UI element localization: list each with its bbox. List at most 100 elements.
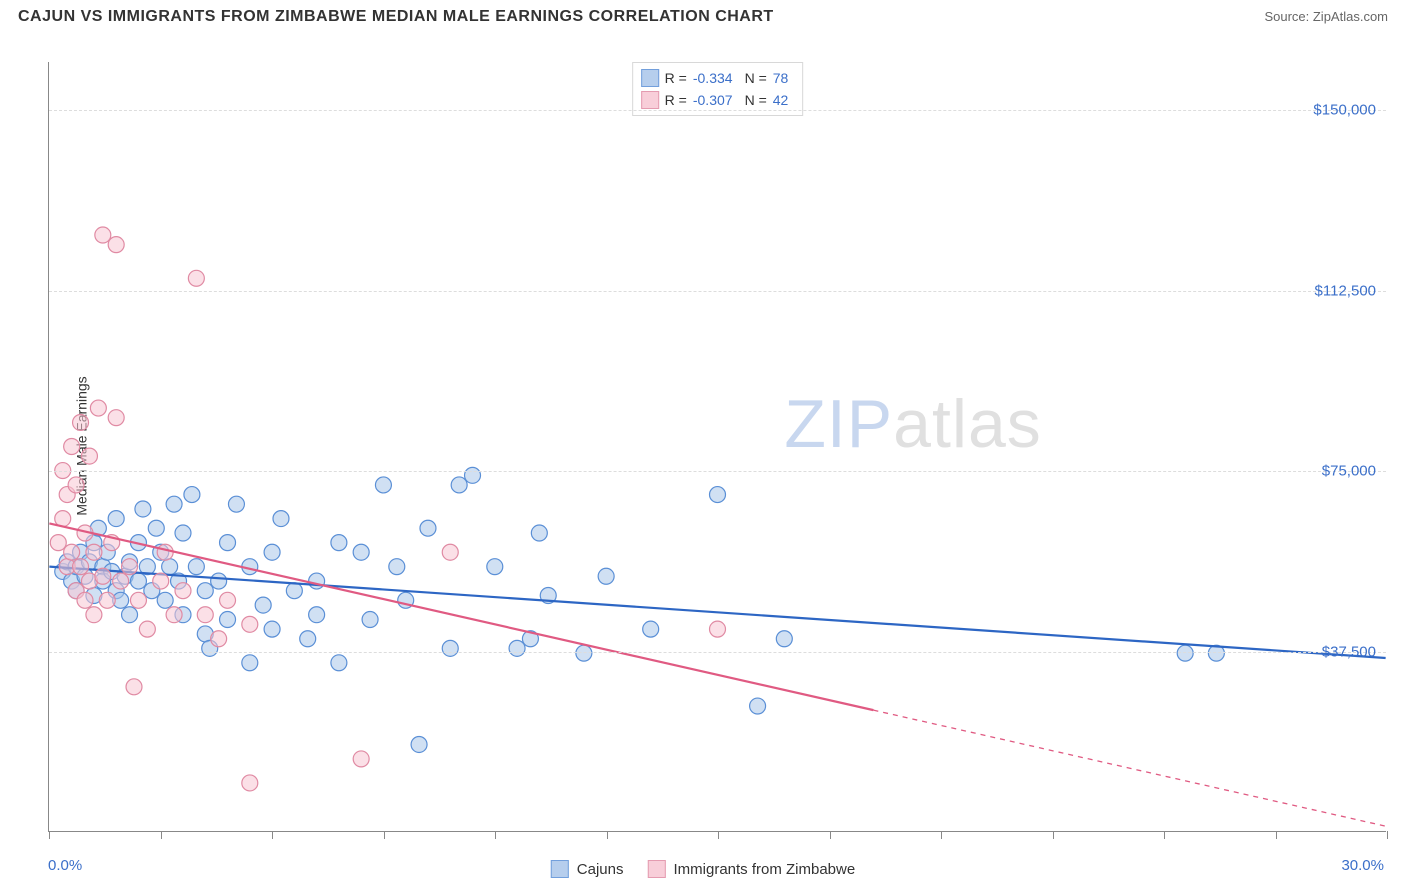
data-point-zimbabwe: [73, 414, 89, 430]
x-tick: [495, 831, 496, 839]
stat-r-value-zimbabwe: -0.307: [693, 89, 733, 111]
x-tick: [718, 831, 719, 839]
data-point-cajuns: [1177, 645, 1193, 661]
data-point-cajuns: [509, 640, 525, 656]
data-point-cajuns: [184, 487, 200, 503]
data-point-cajuns: [411, 736, 427, 752]
data-point-zimbabwe: [153, 573, 169, 589]
data-point-cajuns: [362, 612, 378, 628]
y-tick-label: $37,500: [1322, 643, 1376, 660]
data-point-zimbabwe: [157, 544, 173, 560]
data-point-zimbabwe: [108, 237, 124, 253]
data-point-cajuns: [148, 520, 164, 536]
data-point-cajuns: [220, 535, 236, 551]
data-point-cajuns: [442, 640, 458, 656]
y-tick-label: $112,500: [1315, 282, 1376, 299]
gridline: [49, 471, 1386, 472]
data-point-cajuns: [750, 698, 766, 714]
data-point-zimbabwe: [77, 592, 93, 608]
data-point-cajuns: [598, 568, 614, 584]
data-point-zimbabwe: [73, 559, 89, 575]
stat-n-value-zimbabwe: 42: [773, 89, 789, 111]
data-point-zimbabwe: [81, 448, 97, 464]
data-point-zimbabwe: [113, 573, 129, 589]
legend-swatch-zimbabwe: [647, 860, 665, 878]
correlation-stats-box: R = -0.334 N = 78R = -0.307 N = 42: [632, 62, 804, 116]
gridline: [49, 652, 1386, 653]
data-point-zimbabwe: [710, 621, 726, 637]
data-point-cajuns: [420, 520, 436, 536]
data-point-zimbabwe: [353, 751, 369, 767]
data-point-cajuns: [300, 631, 316, 647]
data-point-cajuns: [242, 655, 258, 671]
stat-n-label: N =: [745, 89, 767, 111]
data-point-zimbabwe: [197, 607, 213, 623]
x-tick: [1053, 831, 1054, 839]
data-point-zimbabwe: [64, 544, 80, 560]
data-point-cajuns: [710, 487, 726, 503]
scatter-svg: [49, 62, 1386, 831]
x-tick: [272, 831, 273, 839]
x-tick: [1164, 831, 1165, 839]
x-tick: [607, 831, 608, 839]
data-point-cajuns: [108, 511, 124, 527]
data-point-zimbabwe: [242, 616, 258, 632]
legend-label-cajuns: Cajuns: [577, 861, 624, 878]
data-point-cajuns: [130, 573, 146, 589]
data-point-zimbabwe: [50, 535, 66, 551]
data-point-zimbabwe: [211, 631, 227, 647]
data-point-cajuns: [331, 535, 347, 551]
data-point-zimbabwe: [188, 270, 204, 286]
stat-r-label: R =: [665, 67, 687, 89]
data-point-cajuns: [188, 559, 204, 575]
data-point-cajuns: [389, 559, 405, 575]
data-point-cajuns: [643, 621, 659, 637]
stat-n-value-cajuns: 78: [773, 67, 789, 89]
data-point-cajuns: [451, 477, 467, 493]
data-point-zimbabwe: [86, 607, 102, 623]
data-point-zimbabwe: [90, 400, 106, 416]
data-point-cajuns: [309, 573, 325, 589]
data-point-cajuns: [286, 583, 302, 599]
data-point-cajuns: [211, 573, 227, 589]
x-tick: [1387, 831, 1388, 839]
data-point-zimbabwe: [242, 775, 258, 791]
swatch-zimbabwe: [641, 91, 659, 109]
swatch-cajuns: [641, 69, 659, 87]
x-axis-max-label: 30.0%: [1341, 857, 1384, 874]
data-point-cajuns: [487, 559, 503, 575]
gridline: [49, 110, 1386, 111]
y-tick-label: $75,000: [1322, 463, 1376, 480]
plot-area: ZIPatlas R =-0.334N =78R =-0.307N =42 $3…: [48, 62, 1386, 832]
data-point-zimbabwe: [130, 592, 146, 608]
series-legend: Cajuns Immigrants from Zimbabwe: [551, 860, 855, 878]
legend-item-cajuns: Cajuns: [551, 860, 624, 878]
stats-row-cajuns: R = -0.334 N = 78: [641, 67, 795, 89]
chart-title: CAJUN VS IMMIGRANTS FROM ZIMBABWE MEDIAN…: [18, 8, 774, 26]
trend-line-dashed-zimbabwe: [873, 710, 1385, 826]
data-point-cajuns: [264, 621, 280, 637]
data-point-zimbabwe: [64, 439, 80, 455]
stat-r-value-cajuns: -0.334: [693, 67, 733, 89]
legend-item-zimbabwe: Immigrants from Zimbabwe: [647, 860, 855, 878]
data-point-cajuns: [531, 525, 547, 541]
data-point-zimbabwe: [122, 559, 138, 575]
data-point-cajuns: [353, 544, 369, 560]
data-point-cajuns: [157, 592, 173, 608]
x-tick: [384, 831, 385, 839]
stat-n-label: N =: [745, 67, 767, 89]
stats-row-zimbabwe: R =-0.307N =42: [641, 89, 795, 111]
legend-label-zimbabwe: Immigrants from Zimbabwe: [673, 861, 855, 878]
data-point-cajuns: [309, 607, 325, 623]
data-point-cajuns: [220, 612, 236, 628]
y-tick-label: $150,000: [1313, 102, 1376, 119]
data-point-cajuns: [576, 645, 592, 661]
trend-line-cajuns: [49, 567, 1385, 658]
data-point-zimbabwe: [220, 592, 236, 608]
data-point-zimbabwe: [175, 583, 191, 599]
data-point-cajuns: [166, 496, 182, 512]
gridline: [49, 291, 1386, 292]
data-point-zimbabwe: [95, 227, 111, 243]
data-point-cajuns: [162, 559, 178, 575]
data-point-cajuns: [255, 597, 271, 613]
